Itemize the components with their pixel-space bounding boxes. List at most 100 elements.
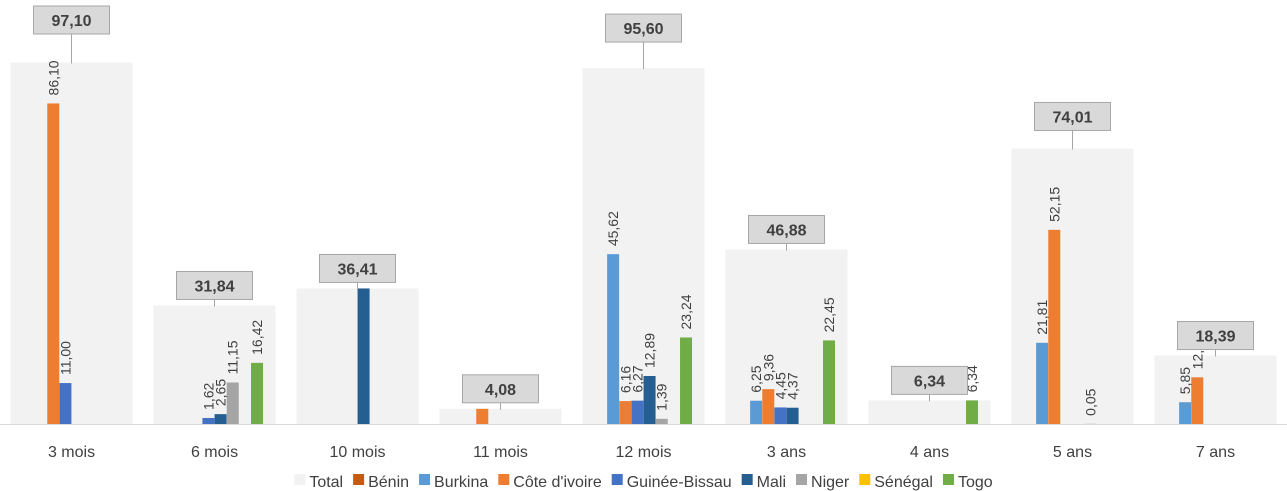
total-value-label: 74,01 xyxy=(1052,109,1092,126)
total-value-label: 95,60 xyxy=(623,21,663,38)
legend-swatch xyxy=(498,474,510,485)
x-tick-label: 4 ans xyxy=(910,444,949,461)
value-label: 11,00 xyxy=(57,341,73,375)
total-label-box xyxy=(176,270,253,300)
value-label: 9,36 xyxy=(760,354,776,381)
total-label-box xyxy=(605,13,682,43)
bar xyxy=(762,389,775,424)
value-label: 4,37 xyxy=(785,372,801,399)
total-value-label: 31,84 xyxy=(194,278,234,295)
value-label: 6,25 xyxy=(748,365,764,392)
bar xyxy=(655,418,668,424)
value-labels: 86,1011,001,622,6511,1516,4245,626,166,2… xyxy=(45,60,1205,416)
total-value-label: 97,10 xyxy=(51,13,91,30)
series-bars xyxy=(47,103,1204,424)
bar xyxy=(680,337,693,424)
x-tick-label: 3 mois xyxy=(48,444,95,461)
value-label: 21,81 xyxy=(1034,300,1050,335)
total-label-box xyxy=(748,214,825,244)
bar xyxy=(1048,229,1061,424)
bar xyxy=(1191,377,1204,424)
legend-swatch xyxy=(611,474,623,485)
legend-label: Sénégal xyxy=(874,474,933,491)
x-axis-labels: 3 mois 6 mois 10 mois 11 mois 12 mois 3 ans 4 … xyxy=(48,444,1235,461)
bar xyxy=(607,254,620,424)
bar xyxy=(202,417,215,424)
total-value-label: 46,88 xyxy=(766,222,806,239)
bar xyxy=(47,103,60,424)
legend-label: Mali xyxy=(757,474,786,491)
total-bar xyxy=(296,288,419,424)
total-value-label: 4,08 xyxy=(485,382,516,399)
legend-label: Togo xyxy=(958,474,993,491)
value-label: 22,45 xyxy=(821,297,837,332)
total-label-box xyxy=(1177,321,1254,351)
legend-label: Bénin xyxy=(368,474,409,491)
x-tick-label: 6 mois xyxy=(191,444,238,461)
x-tick-label: 11 mois xyxy=(473,444,528,461)
total-value-label: 36,41 xyxy=(337,261,377,278)
total-bar xyxy=(10,62,133,424)
bar xyxy=(774,407,787,424)
legend-label: Guinée-Bissau xyxy=(627,474,732,491)
bar xyxy=(1179,402,1192,424)
total-bar xyxy=(439,408,562,424)
bar xyxy=(357,288,370,424)
total-bar xyxy=(1154,355,1277,424)
bar xyxy=(823,340,836,424)
legend: Total Bénin Burkina Côte d'ivoire Guinée-Bis… xyxy=(294,474,993,491)
bar xyxy=(631,400,644,424)
legend-swatch xyxy=(294,474,306,485)
value-label: 6,34 xyxy=(964,365,980,392)
total-label-box xyxy=(33,5,110,35)
value-label: 1,39 xyxy=(654,383,670,410)
value-label: 23,24 xyxy=(678,294,694,329)
x-tick-label: 12 mois xyxy=(615,444,671,461)
value-label: 6,27 xyxy=(629,365,645,392)
value-label: 16,42 xyxy=(249,320,265,355)
total-label-box xyxy=(1034,101,1111,131)
legend-label: Total xyxy=(309,474,343,491)
value-label: 86,10 xyxy=(45,60,61,95)
value-label: 1,62 xyxy=(200,383,216,410)
total-value-label: 6,34 xyxy=(914,373,945,390)
bar xyxy=(1036,342,1049,424)
total-label-box xyxy=(891,365,968,395)
x-tick-label: 3 ans xyxy=(767,444,806,461)
legend-swatch xyxy=(942,474,954,485)
value-label: 11,15 xyxy=(225,340,241,374)
total-label-box xyxy=(319,253,396,283)
bar xyxy=(966,400,979,424)
value-label: 5,85 xyxy=(1177,367,1193,394)
legend-label: Côte d'ivoire xyxy=(513,474,602,491)
legend-swatch xyxy=(741,474,753,485)
bar xyxy=(251,362,264,424)
total-bar xyxy=(1011,148,1134,425)
total-label-box xyxy=(462,374,539,404)
bar xyxy=(59,383,72,424)
value-label: 45,62 xyxy=(605,211,621,246)
value-label: 52,15 xyxy=(1046,187,1062,222)
x-tick-label: 5 ans xyxy=(1053,444,1092,461)
value-label: 4,45 xyxy=(772,372,788,399)
value-label: 0,05 xyxy=(1083,388,1099,415)
value-label: 12,89 xyxy=(642,333,658,368)
bar xyxy=(619,401,632,424)
bar xyxy=(214,414,227,424)
total-bar xyxy=(868,400,991,424)
total-value-label: 18,39 xyxy=(1195,329,1235,346)
legend-label: Niger xyxy=(811,474,850,491)
legend-label: Burkina xyxy=(434,474,488,491)
bar xyxy=(476,408,489,424)
legend-swatch xyxy=(353,474,365,485)
bar xyxy=(750,400,763,424)
legend-swatch xyxy=(796,474,808,485)
bar xyxy=(786,407,799,424)
legend-swatch xyxy=(419,474,431,485)
x-tick-label: 10 mois xyxy=(329,444,385,461)
x-tick-label: 7 ans xyxy=(1196,444,1235,461)
bar xyxy=(226,382,239,424)
bar xyxy=(643,376,656,424)
value-label: 2,65 xyxy=(213,379,229,406)
